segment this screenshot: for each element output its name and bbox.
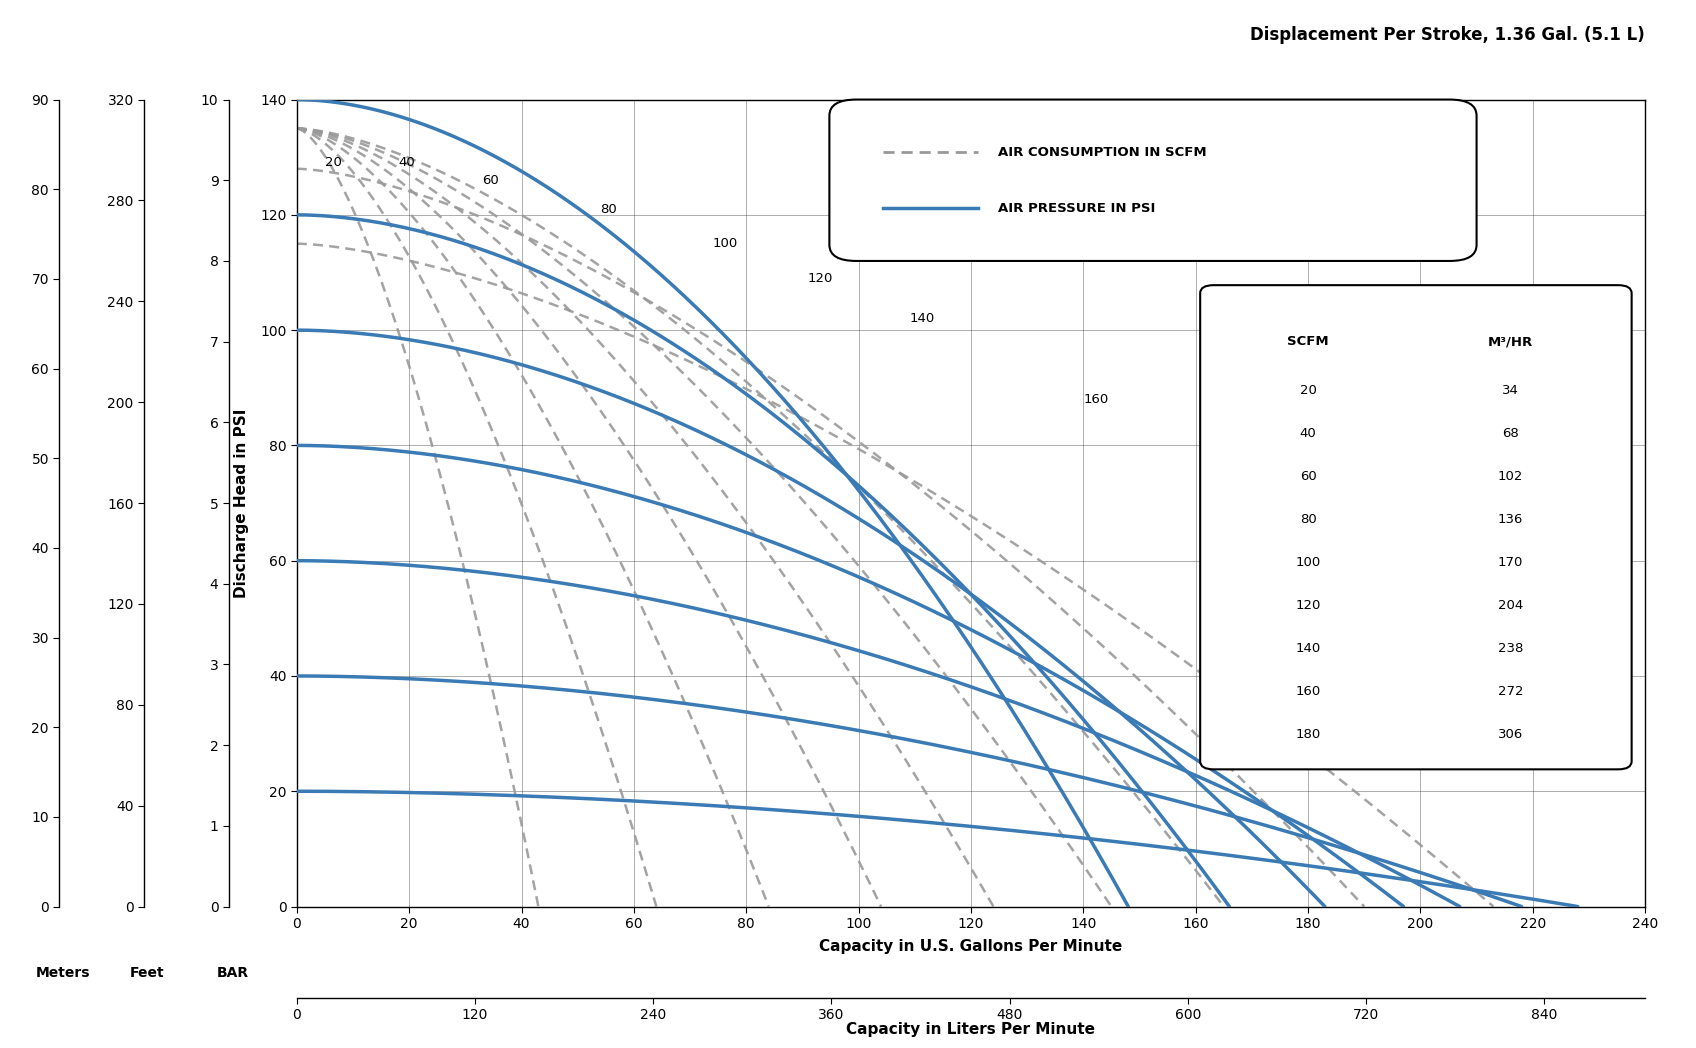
Text: 170: 170 bbox=[1498, 555, 1523, 569]
Text: AIR CONSUMPTION IN SCFM: AIR CONSUMPTION IN SCFM bbox=[997, 146, 1206, 158]
Text: 60: 60 bbox=[1299, 470, 1316, 483]
Text: 100: 100 bbox=[1296, 555, 1321, 569]
Text: Feet: Feet bbox=[131, 965, 165, 980]
Text: SCFM: SCFM bbox=[1287, 335, 1330, 348]
Text: 68: 68 bbox=[1503, 427, 1518, 439]
Text: 160: 160 bbox=[1296, 684, 1321, 698]
Text: 100: 100 bbox=[712, 237, 738, 250]
Text: 60: 60 bbox=[482, 174, 499, 187]
Text: 102: 102 bbox=[1498, 470, 1523, 483]
Text: M³/HR: M³/HR bbox=[1487, 335, 1533, 348]
Text: 272: 272 bbox=[1498, 684, 1523, 698]
Text: 306: 306 bbox=[1498, 728, 1523, 741]
Text: 204: 204 bbox=[1498, 598, 1523, 612]
Text: 140: 140 bbox=[909, 312, 934, 325]
Text: 20: 20 bbox=[1299, 384, 1316, 396]
Text: Displacement Per Stroke, 1.36 Gal. (5.1 L): Displacement Per Stroke, 1.36 Gal. (5.1 … bbox=[1250, 26, 1645, 44]
Text: 20: 20 bbox=[326, 156, 343, 170]
FancyBboxPatch shape bbox=[1201, 285, 1632, 769]
Text: 80: 80 bbox=[600, 202, 617, 216]
Text: Meters: Meters bbox=[36, 965, 90, 980]
Text: BAR: BAR bbox=[217, 965, 248, 980]
Text: AIR PRESSURE IN PSI: AIR PRESSURE IN PSI bbox=[997, 202, 1155, 215]
Text: 40: 40 bbox=[399, 156, 416, 170]
Text: 136: 136 bbox=[1498, 512, 1523, 526]
Text: 238: 238 bbox=[1498, 641, 1523, 655]
Text: 180: 180 bbox=[1213, 474, 1238, 486]
Y-axis label: Discharge Head in PSI: Discharge Head in PSI bbox=[234, 409, 249, 597]
Text: 80: 80 bbox=[1299, 512, 1316, 526]
Text: 160: 160 bbox=[1084, 393, 1109, 406]
Text: 120: 120 bbox=[807, 271, 833, 285]
Text: 140: 140 bbox=[1296, 641, 1321, 655]
Text: 40: 40 bbox=[1299, 427, 1316, 439]
X-axis label: Capacity in U.S. Gallons Per Minute: Capacity in U.S. Gallons Per Minute bbox=[819, 939, 1123, 955]
Text: 180: 180 bbox=[1296, 728, 1321, 741]
Text: 34: 34 bbox=[1503, 384, 1518, 396]
FancyBboxPatch shape bbox=[829, 100, 1477, 261]
Text: Capacity in Liters Per Minute: Capacity in Liters Per Minute bbox=[846, 1022, 1096, 1036]
Text: 120: 120 bbox=[1296, 598, 1321, 612]
